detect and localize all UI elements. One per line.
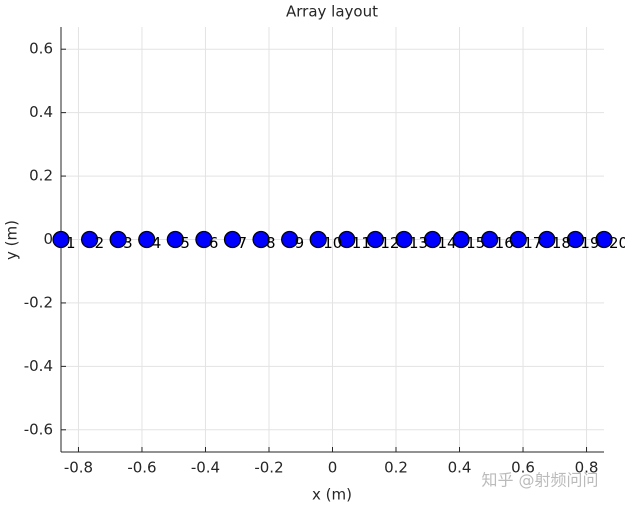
point (195, 230, 213, 249)
x-tick-label: -0.4 (191, 459, 220, 477)
point (423, 230, 442, 249)
point-label: 3 (123, 234, 133, 252)
point (509, 230, 527, 249)
x-tick-label: 0.2 (384, 459, 408, 477)
point-label: 9 (295, 234, 305, 252)
point-label: 11 (352, 234, 371, 252)
y-tick-label: 0.2 (29, 167, 53, 185)
y-tick-label: 0.6 (29, 40, 53, 58)
point (395, 230, 413, 249)
point (452, 230, 470, 249)
y-axis-label: y (m) (3, 220, 21, 260)
y-tick-label: -0.2 (24, 293, 53, 311)
point (366, 230, 384, 249)
point (481, 230, 499, 249)
point-label: 5 (180, 234, 190, 252)
point-label: 12 (380, 234, 399, 252)
x-tick-label: -0.6 (127, 459, 156, 477)
point-label: 7 (237, 234, 247, 252)
x-tick-label: 0.8 (575, 459, 599, 477)
y-tick-label: 0.4 (29, 103, 53, 121)
x-tick-label: 0 (328, 459, 338, 477)
x-tick-label: -0.8 (64, 459, 93, 477)
y-tick-label: -0.4 (24, 357, 53, 375)
point-label: 8 (266, 234, 276, 252)
watermark: 知乎 @射频问问 (481, 471, 598, 490)
point (538, 230, 556, 249)
point-label: 6 (209, 234, 219, 252)
x-tick-label: 0.6 (511, 459, 535, 477)
x-axis-label: x (m) (312, 486, 352, 504)
point (338, 230, 356, 249)
point-label: 2 (95, 234, 105, 252)
point-label: 13 (409, 234, 428, 252)
point-label: 17 (523, 234, 542, 252)
point-label: 15 (466, 234, 485, 252)
point (595, 230, 613, 249)
point (223, 230, 242, 249)
point (52, 230, 70, 249)
y-tick-label: 0 (43, 230, 53, 248)
point (309, 230, 327, 249)
point-label: 10 (323, 234, 342, 252)
point (166, 230, 184, 249)
point (252, 230, 270, 249)
chart-title: Array layout (286, 3, 378, 21)
point (80, 230, 99, 249)
point (281, 230, 299, 249)
point (566, 230, 585, 249)
point-label: 1 (66, 234, 76, 252)
y-tick-label: -0.6 (24, 420, 53, 438)
point-label: 18 (552, 234, 571, 252)
point-label: 14 (438, 234, 457, 252)
point-label: 20 (609, 234, 625, 252)
x-tick-label: 0.4 (448, 459, 472, 477)
point (138, 230, 156, 249)
point-label: 19 (580, 234, 599, 252)
point-label: 4 (152, 234, 162, 252)
point (109, 230, 127, 249)
point-label: 16 (495, 234, 514, 252)
x-tick-label: -0.2 (254, 459, 283, 477)
